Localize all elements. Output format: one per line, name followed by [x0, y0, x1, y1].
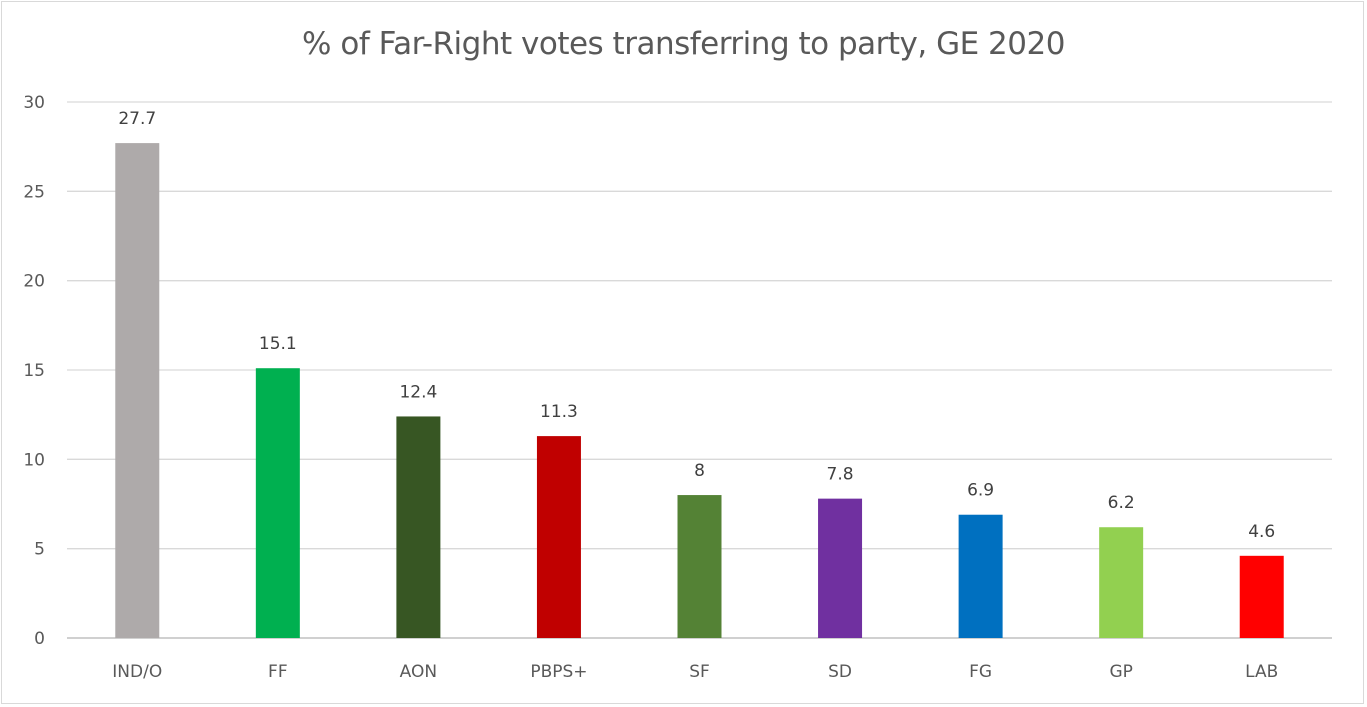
bars — [115, 143, 1284, 639]
bar-aon — [396, 416, 441, 638]
x-tick-label: AON — [400, 662, 437, 682]
data-labels: 27.7 15.1 12.4 11.3 8 7.8 6.9 6.2 4.6 — [118, 109, 1275, 542]
bar-lab — [1239, 555, 1284, 638]
bar-pbps- — [536, 436, 581, 638]
bar-ff — [255, 368, 300, 638]
data-label: 15.1 — [259, 334, 297, 354]
x-tick-label: PBPS+ — [530, 662, 587, 682]
data-label: 6.9 — [967, 481, 994, 501]
data-label: 27.7 — [118, 109, 156, 129]
data-label: 4.6 — [1248, 522, 1275, 542]
x-tick-label: SF — [689, 662, 710, 682]
x-tick-label: SD — [828, 662, 852, 682]
bar-sf — [677, 495, 722, 638]
x-tick-label: GP — [1109, 662, 1132, 682]
data-label: 6.2 — [1108, 493, 1135, 513]
data-label: 11.3 — [540, 402, 578, 422]
y-tick-label: 5 — [34, 540, 45, 560]
x-axis-ticks: IND/O FF AON PBPS+ SF SD FG GP LAB — [112, 662, 1278, 682]
y-tick-label: 0 — [34, 629, 45, 649]
bar-fg — [958, 514, 1003, 638]
x-tick-label: FF — [268, 662, 288, 682]
x-tick-label: LAB — [1245, 662, 1278, 682]
x-tick-label: IND/O — [112, 662, 162, 682]
y-axis-ticks: 0 5 10 15 20 25 30 — [23, 93, 45, 649]
bar-gp — [1099, 527, 1144, 638]
x-tick-label: FG — [969, 662, 992, 682]
data-label: 12.4 — [399, 382, 437, 402]
y-tick-label: 15 — [23, 361, 45, 381]
chart-title: % of Far-Right votes transferring to par… — [302, 26, 1065, 62]
y-tick-label: 25 — [23, 182, 45, 202]
y-tick-label: 10 — [23, 450, 45, 470]
y-tick-label: 20 — [23, 272, 45, 292]
bar-sd — [818, 498, 863, 638]
data-label: 7.8 — [827, 465, 854, 485]
bar-ind-o — [115, 143, 160, 639]
data-label: 8 — [694, 461, 705, 481]
y-tick-label: 30 — [23, 93, 45, 113]
